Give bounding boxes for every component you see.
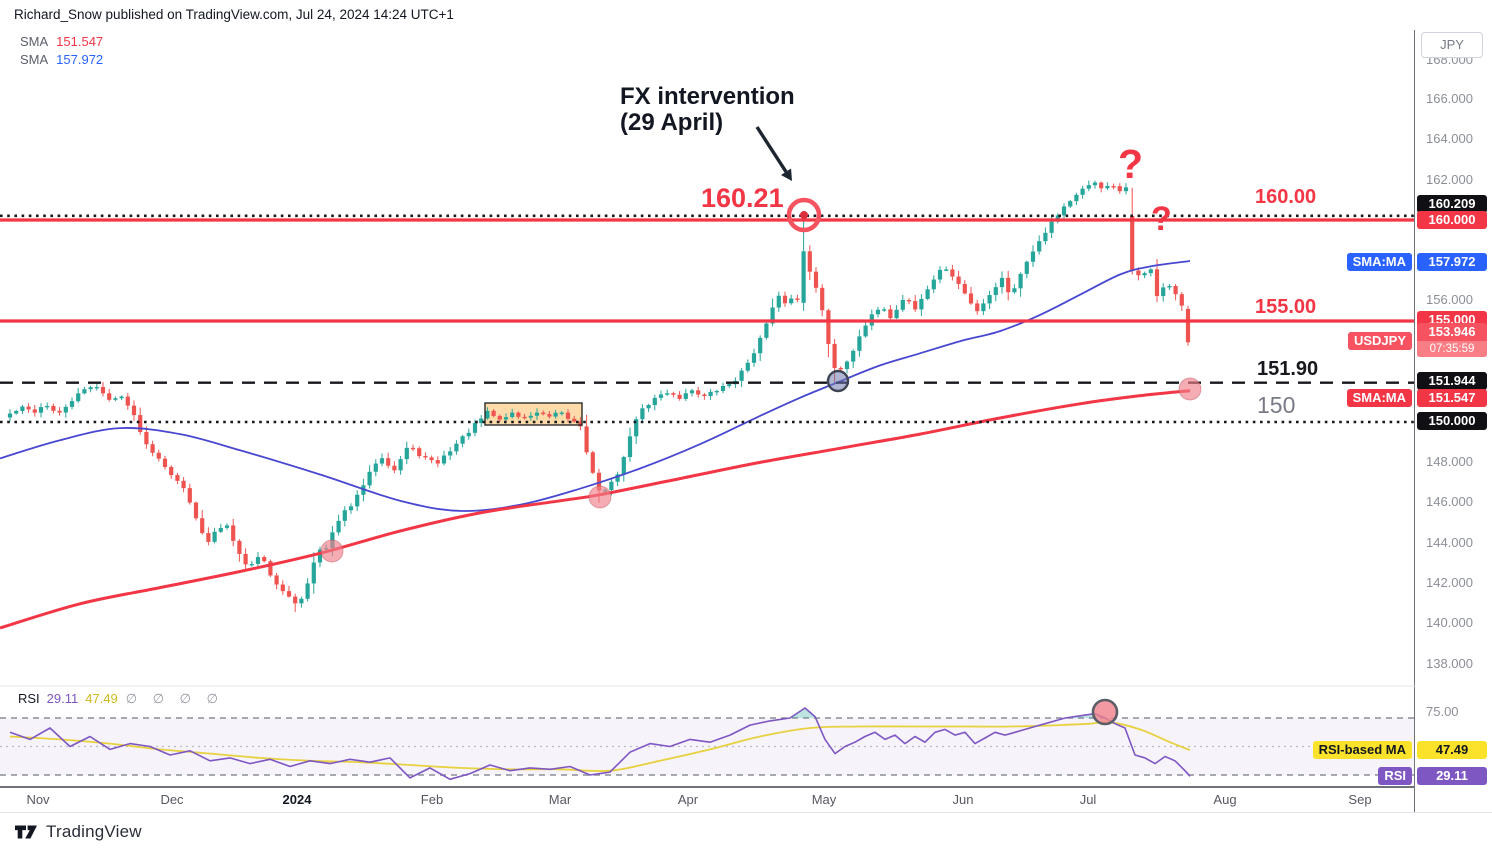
price-axis-label: 166.000 bbox=[1426, 91, 1473, 106]
last-price-badge-countdown: 07:35:59 bbox=[1417, 341, 1487, 357]
intervention-price-label: 160.21 bbox=[701, 183, 784, 213]
rsi-legend[interactable]: RSI 29.11 47.49 ∅ ∅ ∅ ∅ bbox=[18, 691, 224, 707]
time-axis-label-jun: Jun bbox=[952, 792, 974, 807]
price-badge-151944: 151.944 bbox=[1417, 372, 1487, 390]
time-axis-label-apr: Apr bbox=[677, 792, 699, 807]
price-badge-sma-fast: 157.972 bbox=[1417, 253, 1487, 271]
time-axis-label-mar: Mar bbox=[548, 792, 572, 807]
sma-fast-line bbox=[0, 260, 1191, 512]
price-axis-label: 146.000 bbox=[1426, 494, 1473, 509]
rsi-legend-value: 29.11 bbox=[46, 691, 79, 706]
sma-slow-label-badge: SMA:MA bbox=[1346, 389, 1412, 407]
price-axis-label: 162.000 bbox=[1426, 172, 1473, 187]
price-axis-label: 142.000 bbox=[1426, 575, 1473, 590]
price-badge-160209: 160.209 bbox=[1417, 195, 1487, 213]
sma-fast-label-badge: SMA:MA bbox=[1346, 253, 1412, 271]
price-axis-label: 25.00 bbox=[1415, 786, 1492, 787]
tradingview-logo-icon[interactable] bbox=[14, 824, 39, 840]
time-axis-label-may: May bbox=[811, 792, 837, 807]
sma-touch-marker-may bbox=[826, 369, 850, 393]
sma-touch-marker-jul bbox=[1178, 377, 1202, 401]
indicator-legend[interactable]: SMA 151.547 SMA 157.972 bbox=[20, 33, 103, 69]
annotation-arrow bbox=[755, 126, 788, 173]
price-axis-label: 148.000 bbox=[1426, 454, 1473, 469]
rsi-ma-legend-value: 47.49 bbox=[85, 691, 118, 706]
last-price-badge: 153.946 07:35:59 bbox=[1417, 323, 1487, 357]
price-axis-label: 138.000 bbox=[1426, 656, 1473, 671]
publication-header: Richard_Snow published on TradingView.co… bbox=[14, 7, 454, 22]
rsi-ma-value-badge: 47.49 bbox=[1417, 741, 1487, 759]
price-badge-150000: 150.000 bbox=[1417, 412, 1487, 430]
price-badge-sma-slow: 151.547 bbox=[1417, 389, 1487, 407]
time-axis-label-2024: 2024 bbox=[282, 792, 312, 807]
sma-slow-legend-value: 151.547 bbox=[56, 34, 104, 49]
price-axis-label: 140.000 bbox=[1426, 615, 1473, 630]
price-axis-label: 164.000 bbox=[1426, 131, 1473, 146]
level-label-151-90: 151.90 bbox=[1257, 358, 1319, 380]
attribution-footer: TradingView bbox=[14, 820, 142, 844]
sma-fast-legend-label: SMA bbox=[20, 52, 49, 67]
time-axis-label-sep: Sep bbox=[1348, 792, 1372, 807]
sma-slow-legend-label: SMA bbox=[20, 34, 49, 49]
level-lines bbox=[0, 214, 1414, 424]
question-mark-lower: ? bbox=[1151, 200, 1172, 238]
sma-slow-legend-row[interactable]: SMA 151.547 bbox=[20, 33, 103, 51]
consolidation-box-border bbox=[484, 402, 583, 426]
level-label-150: 150 bbox=[1257, 392, 1296, 418]
brand-name[interactable]: TradingView bbox=[46, 822, 142, 841]
rsi-ma-label-badge: RSI-based MA bbox=[1312, 741, 1412, 759]
rsi-legend-label: RSI bbox=[18, 691, 40, 706]
intervention-ring-marker-dot bbox=[800, 211, 808, 219]
rsi-line bbox=[9, 707, 1191, 781]
sma-touch-marker-mar bbox=[588, 485, 612, 509]
time-axis-label-feb: Feb bbox=[420, 792, 444, 807]
price-badge-160000: 160.000 bbox=[1417, 211, 1487, 229]
fx-intervention-annotation: FX intervention (29 April) bbox=[620, 83, 795, 136]
time-axis[interactable]: Nov Dec 2024 Feb Mar Apr May Jun Jul Aug Sep bbox=[0, 789, 1414, 813]
price-axis[interactable]: JPY 168.000 166.000 164.000 162.000 156.000 1… bbox=[1415, 30, 1492, 787]
intervention-ring-marker bbox=[786, 197, 822, 233]
question-mark-upper: ? bbox=[1118, 141, 1144, 187]
rsi-ma-line bbox=[9, 721, 1191, 772]
time-axis-label-nov: Nov bbox=[26, 792, 50, 807]
rsi-label-badge: RSI bbox=[1378, 767, 1412, 785]
sma-fast-legend-value: 157.972 bbox=[56, 52, 104, 67]
time-axis-label-dec: Dec bbox=[160, 792, 184, 807]
markers-layer bbox=[320, 197, 1202, 726]
symbol-label-badge: USDJPY bbox=[1347, 332, 1412, 350]
price-axis-label: 75.00 bbox=[1426, 704, 1459, 719]
rsi-legend-empty-values: ∅ ∅ ∅ ∅ bbox=[125, 691, 224, 706]
rsi-value-badge: 29.11 bbox=[1417, 767, 1487, 785]
sma-fast-legend-row[interactable]: SMA 157.972 bbox=[20, 51, 103, 69]
annotation-arrow-head bbox=[780, 168, 792, 181]
level-label-160: 160.00 bbox=[1255, 186, 1317, 208]
time-axis-label-aug: Aug bbox=[1213, 792, 1237, 807]
currency-toggle-button[interactable]: JPY bbox=[1421, 32, 1483, 58]
publication-text: Richard_Snow published on TradingView.co… bbox=[14, 7, 454, 22]
level-label-155: 155.00 bbox=[1255, 296, 1317, 318]
sma-touch-marker-jan bbox=[320, 539, 344, 563]
rsi-cross-marker bbox=[1091, 698, 1119, 726]
consolidation-box-fill bbox=[485, 403, 582, 425]
time-axis-label-jul: Jul bbox=[1079, 792, 1097, 807]
sma-slow-line bbox=[0, 389, 1191, 630]
price-axis-label: 156.000 bbox=[1426, 292, 1473, 307]
price-axis-label: 144.000 bbox=[1426, 535, 1473, 550]
candles-layer bbox=[7, 180, 1191, 612]
currency-label: JPY bbox=[1440, 37, 1464, 52]
